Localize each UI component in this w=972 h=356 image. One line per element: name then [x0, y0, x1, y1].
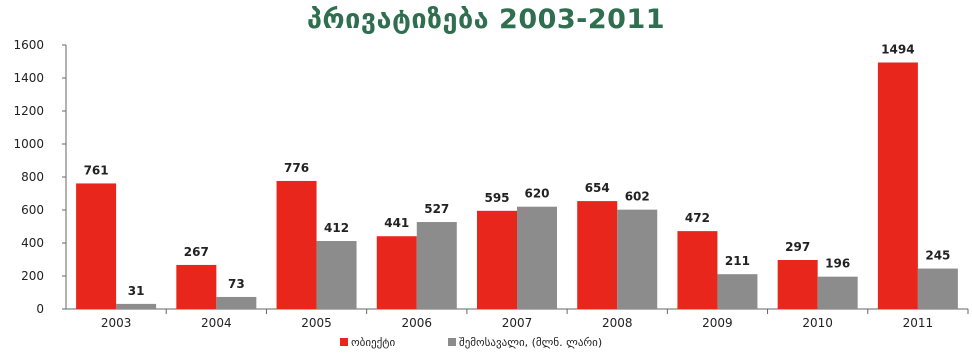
data-label: 595: [484, 191, 509, 205]
data-label: 441: [384, 216, 409, 230]
legend: ობიექტი შემოსავალი, (მლნ. ლარი): [340, 336, 602, 349]
y-tick-label: 1000: [13, 137, 44, 151]
bar-series-2: [817, 276, 858, 309]
y-axis: 0 200 400 600 800 1000 1200 1400 1600: [13, 38, 67, 316]
y-tick-label: 0: [36, 302, 44, 316]
data-label: 776: [284, 161, 309, 175]
y-tick-label: 200: [21, 269, 44, 283]
data-label: 31: [128, 284, 145, 298]
bar-series-1: [677, 231, 718, 309]
bar-series-1: [577, 201, 618, 309]
y-tick-label: 1400: [13, 71, 44, 85]
data-label: 297: [785, 240, 810, 254]
data-label: 654: [585, 181, 610, 195]
legend-label: შემოსავალი, (მლნ. ლარი): [459, 336, 602, 349]
y-tick-label: 400: [21, 236, 44, 250]
data-label: 412: [324, 221, 349, 235]
bar-series-2: [917, 268, 958, 309]
legend-label: ობიექტი: [351, 336, 395, 349]
x-tick-label: 2009: [702, 316, 733, 330]
y-tick-label: 600: [21, 203, 44, 217]
data-label: 73: [228, 277, 245, 291]
x-tick-label: 2010: [802, 316, 833, 330]
chart-title: პრივატიზება 2003-2011: [306, 4, 666, 35]
data-label: 602: [625, 190, 650, 204]
bar-series-2: [717, 274, 758, 309]
x-tick-label: 2003: [101, 316, 132, 330]
bars: [76, 62, 958, 309]
bar-series-2: [116, 303, 157, 309]
data-label: 211: [725, 254, 750, 268]
bar-series-1: [777, 259, 818, 309]
x-tick-label: 2007: [502, 316, 533, 330]
x-tick-label: 2011: [903, 316, 934, 330]
bar-series-2: [617, 209, 658, 309]
bar-series-2: [316, 241, 357, 309]
bar-series-2: [216, 296, 257, 309]
x-tick-label: 2006: [402, 316, 433, 330]
x-tick-label: 2008: [602, 316, 633, 330]
bar-series-1: [76, 183, 117, 309]
y-tick-label: 1600: [13, 38, 44, 52]
y-tick-label: 800: [21, 170, 44, 184]
bar-series-2: [416, 222, 457, 309]
bar-series-1: [176, 264, 217, 309]
data-label: 267: [184, 245, 209, 259]
data-label: 196: [825, 257, 850, 271]
legend-swatch: [448, 338, 456, 346]
x-tick-label: 2005: [301, 316, 332, 330]
bar-series-1: [276, 180, 317, 309]
bar-series-1: [477, 210, 517, 309]
data-label: 761: [84, 163, 109, 177]
bar-series-1: [877, 62, 918, 309]
data-label: 527: [424, 202, 449, 216]
data-label: 472: [685, 211, 710, 225]
data-label: 620: [524, 187, 549, 201]
data-labels: 761 31 267 73 776 412 441 527 595 620 654 602 472 211…: [84, 42, 951, 297]
x-axis: 2003 2004 2005 2006 2007 2008 2009 2010 2011: [66, 308, 969, 330]
data-label: 245: [925, 249, 950, 263]
bar-series-1: [376, 236, 417, 309]
legend-swatch: [340, 338, 348, 346]
x-tick-label: 2004: [201, 316, 232, 330]
y-tick-label: 1200: [13, 104, 44, 118]
bar-series-2: [517, 206, 557, 309]
data-label: 1494: [881, 42, 914, 56]
